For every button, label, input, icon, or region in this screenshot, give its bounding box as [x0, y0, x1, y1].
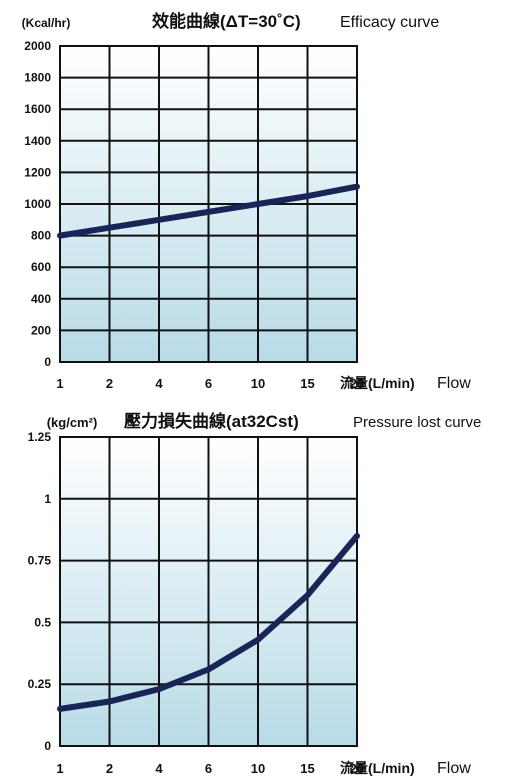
pressure-plot-border	[59, 436, 358, 747]
efficacy-y-tick-label: 0	[44, 355, 51, 369]
pressure-x-tick-label: 1	[56, 761, 63, 776]
pressure-x-tick-label: 20	[350, 761, 364, 776]
efficacy-subtitle: Efficacy curve	[340, 14, 439, 31]
efficacy-y-tick-label: 1800	[24, 71, 51, 85]
pressure-x-tick-label: 6	[205, 761, 212, 776]
pressure-y-tick-label: 1	[44, 492, 51, 506]
pressure-subtitle: Pressure lost curve	[353, 414, 481, 431]
efficacy-y-ticks: 0 200 400 600 800 1000 1200 1400 1600 1800 2000	[24, 39, 51, 369]
efficacy-grid	[60, 46, 357, 362]
efficacy-y-tick-label: 800	[31, 229, 51, 243]
pressure-x-axis-label: Flow	[437, 760, 471, 777]
efficacy-y-tick-label: 200	[31, 323, 51, 337]
pressure-x-ticks: 1 2 4 6 10 15 20	[56, 761, 364, 776]
pressure-loss-chart: (kg/cm²) 壓力損失曲線(at32Cst) Pressure lost c…	[28, 411, 482, 777]
efficacy-y-tick-label: 1200	[24, 165, 51, 179]
efficacy-x-tick-label: 6	[205, 376, 212, 391]
efficacy-y-tick-label: 600	[31, 260, 51, 274]
pressure-y-tick-label: 0.5	[34, 615, 51, 629]
pressure-y-tick-label: 0.25	[28, 677, 52, 691]
pressure-y-ticks: 0 0.25 0.5 0.75 1 1.25	[28, 430, 52, 753]
pressure-x-tick-label: 4	[155, 761, 163, 776]
efficacy-title: 效能曲線(ΔT=30˚C)	[152, 11, 301, 31]
efficacy-plot-border	[59, 45, 358, 363]
efficacy-y-tick-label: 400	[31, 292, 51, 306]
pressure-series-line	[57, 532, 360, 712]
efficacy-x-axis-label-cjk: 流量(L/min)	[340, 375, 415, 391]
efficacy-y-tick-label: 2000	[24, 39, 51, 53]
efficacy-x-tick-label: 2	[106, 376, 113, 391]
efficacy-x-tick-label: 1	[56, 376, 63, 391]
efficacy-chart: (Kcal/hr) 效能曲線(ΔT=30˚C) Efficacy curve 0…	[22, 11, 472, 392]
pressure-y-axis-label: (kg/cm²)	[47, 415, 98, 430]
efficacy-y-tick-label: 1000	[24, 197, 51, 211]
pressure-x-axis-label-cjk: 流量(L/min)	[340, 760, 415, 776]
efficacy-y-axis-label: (Kcal/hr)	[22, 16, 71, 30]
pressure-y-tick-label: 0	[44, 739, 51, 753]
pressure-x-tick-label: 15	[300, 761, 314, 776]
pressure-x-tick-label: 10	[251, 761, 265, 776]
efficacy-x-axis-label: Flow	[437, 375, 471, 392]
efficacy-x-ticks: 1 2 4 6 10 15 20	[56, 376, 364, 391]
efficacy-y-tick-label: 1600	[24, 102, 51, 116]
pressure-x-tick-label: 2	[106, 761, 113, 776]
efficacy-x-tick-label: 10	[251, 376, 265, 391]
pressure-y-tick-label: 1.25	[28, 430, 52, 444]
efficacy-x-tick-label: 15	[300, 376, 314, 391]
pressure-y-tick-label: 0.75	[28, 554, 52, 568]
efficacy-x-tick-label: 20	[350, 376, 364, 391]
efficacy-series-line	[57, 183, 360, 239]
pressure-grid	[60, 437, 357, 746]
efficacy-y-tick-label: 1400	[24, 134, 51, 148]
efficacy-x-tick-label: 4	[155, 376, 163, 391]
pressure-title: 壓力損失曲線(at32Cst)	[124, 411, 299, 431]
